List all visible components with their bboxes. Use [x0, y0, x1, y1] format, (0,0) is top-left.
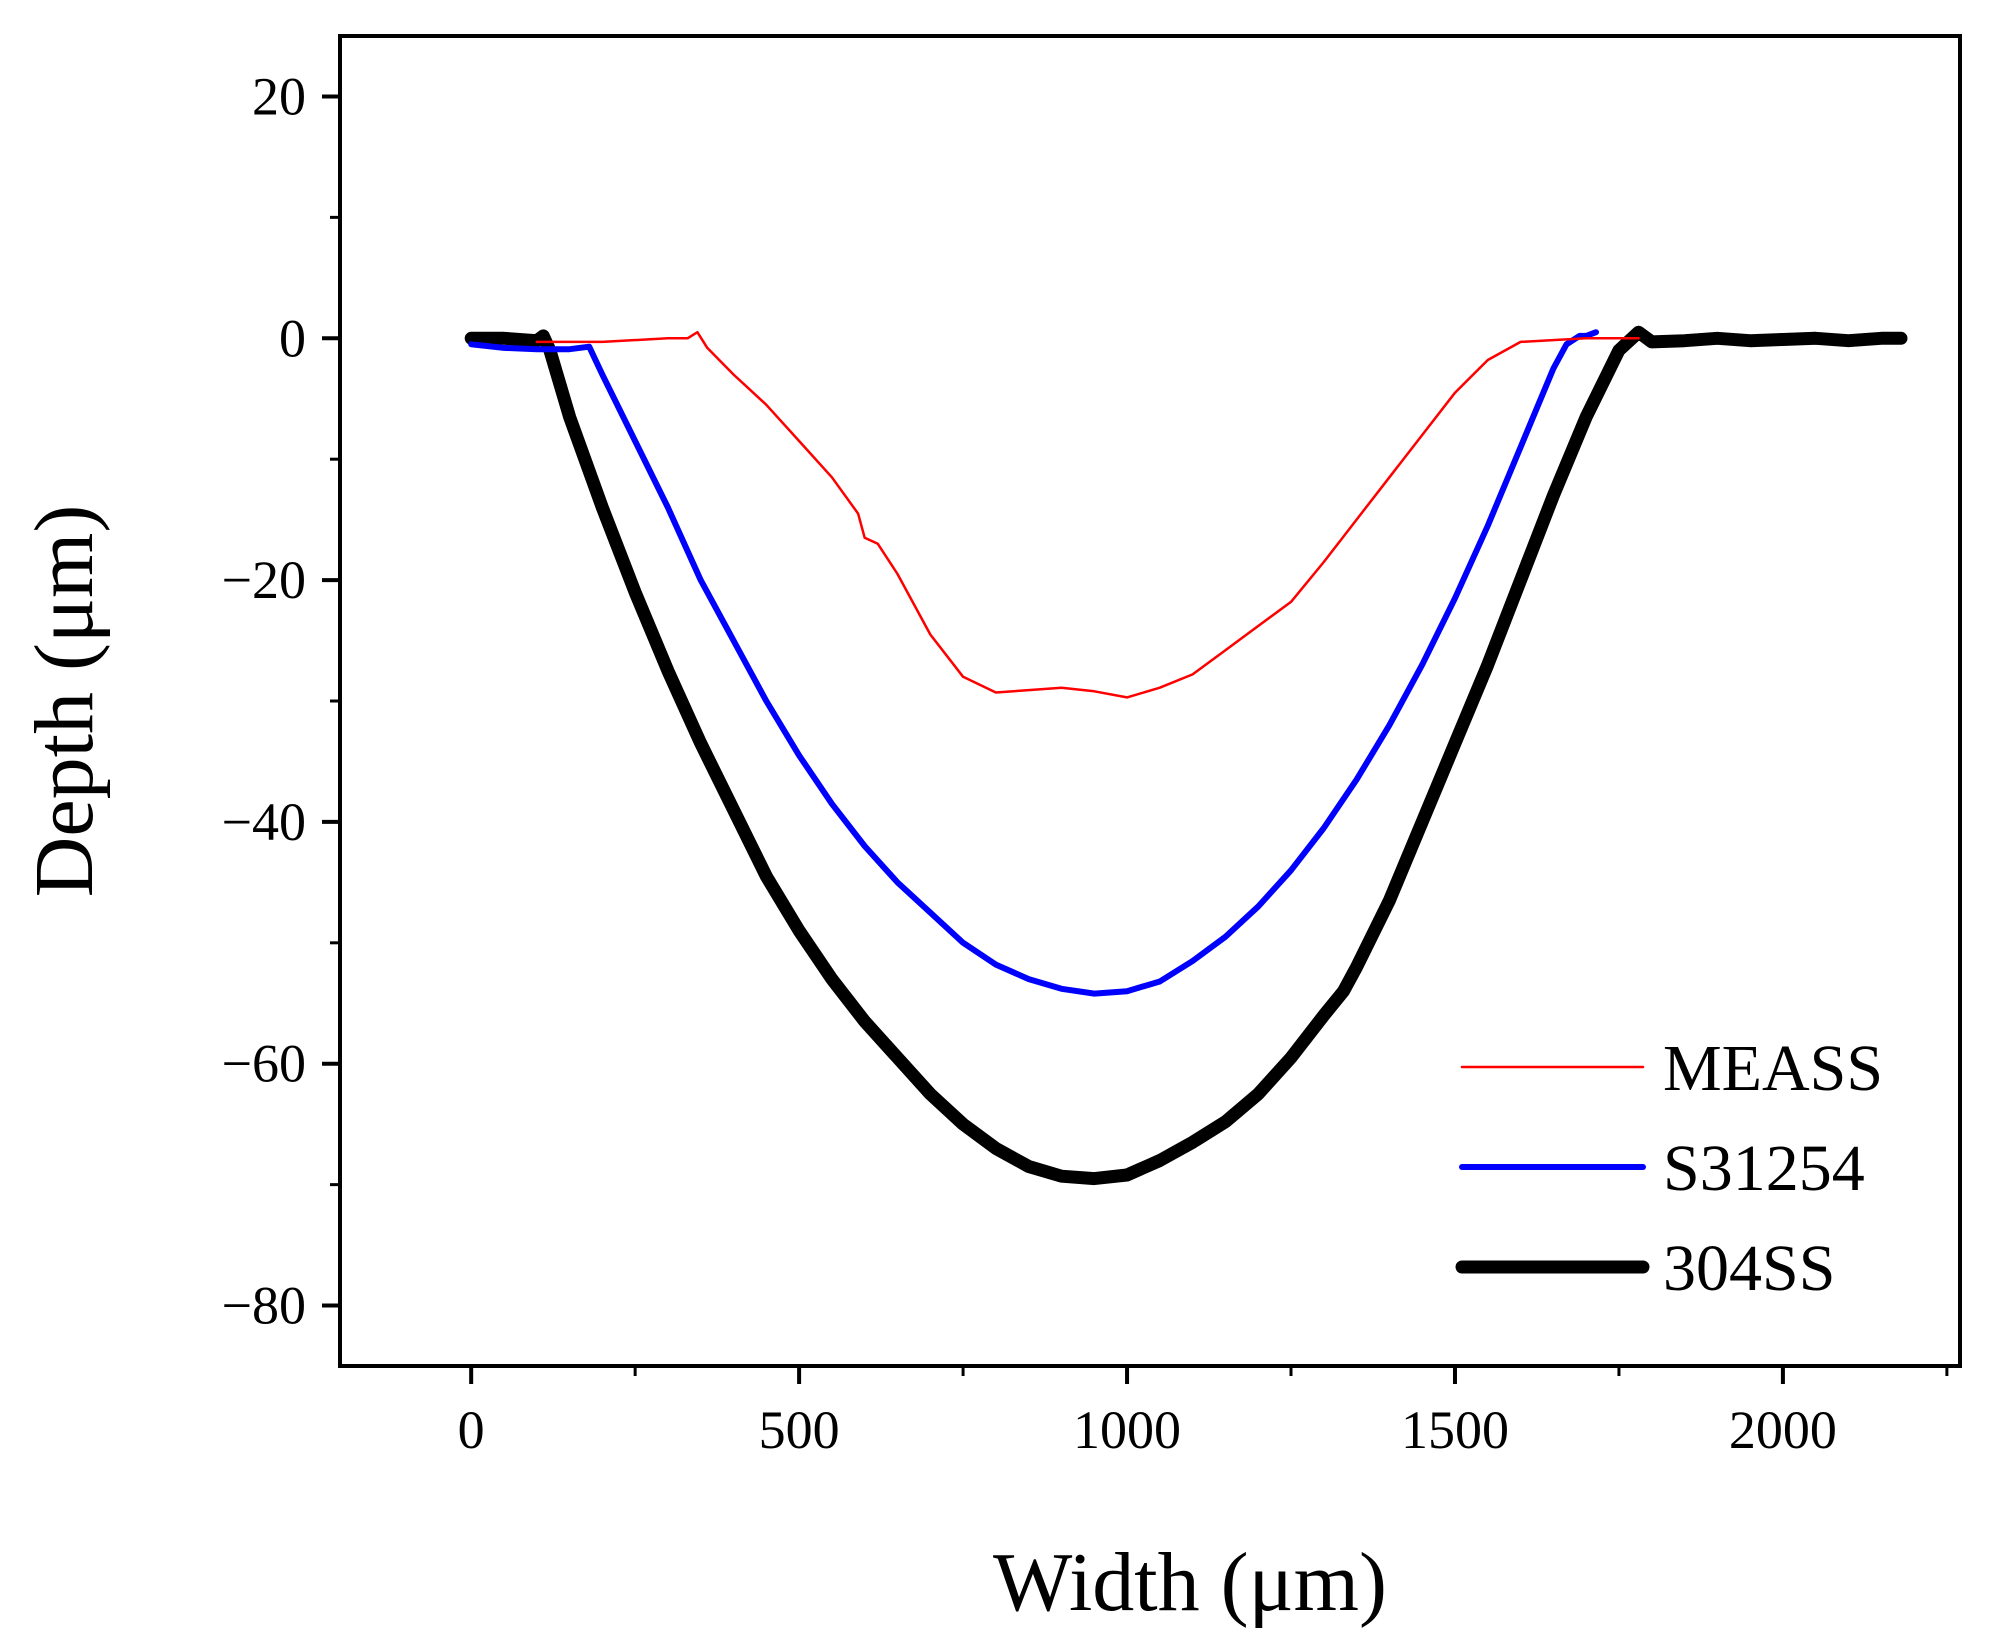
y-tick-label: −60 [222, 1034, 306, 1094]
series-line-meass [535, 330, 1640, 699]
y-tick-label: −80 [222, 1276, 306, 1336]
legend-label-meass: MEASS [1663, 1032, 1883, 1105]
x-tick-label: 500 [759, 1400, 840, 1460]
legend-label-304ss: 304SS [1663, 1232, 1835, 1305]
series-line-s31254 [468, 329, 1599, 997]
y-tick-label: 0 [279, 308, 306, 368]
x-axis-title: Width (μm) [993, 1536, 1387, 1629]
series-line-304ss [464, 325, 1908, 1186]
y-tick-label: −20 [222, 550, 306, 610]
x-tick-label: 2000 [1729, 1400, 1837, 1460]
y-axis-title: Depth (μm) [18, 505, 111, 898]
legend-label-s31254: S31254 [1663, 1132, 1865, 1205]
y-tick-label: −40 [222, 792, 306, 852]
series-layer [464, 325, 1908, 1186]
ticks-layer: 0 500 1000 1500 2000 20 0 −20 −40 −60 −80 [222, 66, 1949, 1460]
legend: MEASS S31254 304SS [1455, 1032, 1883, 1305]
x-tick-label: 1500 [1401, 1400, 1509, 1460]
y-tick-label: 20 [252, 66, 306, 126]
x-tick-label: 1000 [1073, 1400, 1181, 1460]
x-tick-label: 0 [458, 1400, 485, 1460]
